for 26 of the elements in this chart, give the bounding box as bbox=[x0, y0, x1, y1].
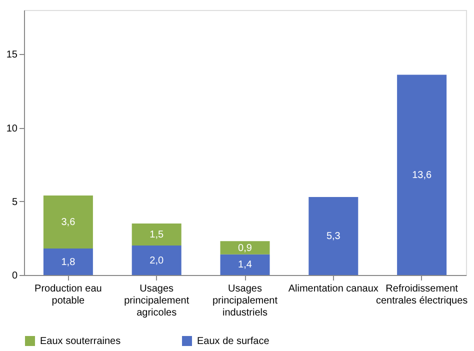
data-label: 1,5 bbox=[150, 230, 164, 241]
legend-label: Eaux de surface bbox=[197, 336, 270, 347]
bar bbox=[132, 223, 182, 246]
y-tick-label: 15 bbox=[6, 50, 18, 61]
legend-label: Eaux souterraines bbox=[40, 336, 121, 347]
bar bbox=[43, 196, 93, 248]
bar bbox=[43, 248, 93, 275]
data-label: 2,0 bbox=[150, 255, 164, 266]
data-label: 0,9 bbox=[238, 242, 252, 254]
y-tick-label: 0 bbox=[12, 270, 18, 282]
y-tick-label: 5 bbox=[12, 196, 18, 208]
data-label: 1,4 bbox=[238, 260, 252, 271]
bar bbox=[308, 196, 358, 275]
data-label: 3,6 bbox=[61, 217, 76, 228]
x-tick-label: Production eau potable bbox=[34, 284, 102, 306]
bar bbox=[132, 246, 182, 275]
x-tick-label: Usages principalement industriels bbox=[212, 284, 278, 318]
data-label: 5,3 bbox=[326, 230, 341, 242]
y-tick-label: 10 bbox=[6, 123, 18, 134]
bar bbox=[220, 241, 270, 254]
bar bbox=[397, 74, 447, 275]
data-label: 1,8 bbox=[61, 256, 76, 268]
data-label: 13,6 bbox=[412, 170, 432, 181]
x-tick-label: Alimentation canaux bbox=[288, 284, 378, 294]
bar bbox=[220, 254, 270, 275]
x-tick-label: Usages principalement agricoles bbox=[124, 284, 190, 318]
